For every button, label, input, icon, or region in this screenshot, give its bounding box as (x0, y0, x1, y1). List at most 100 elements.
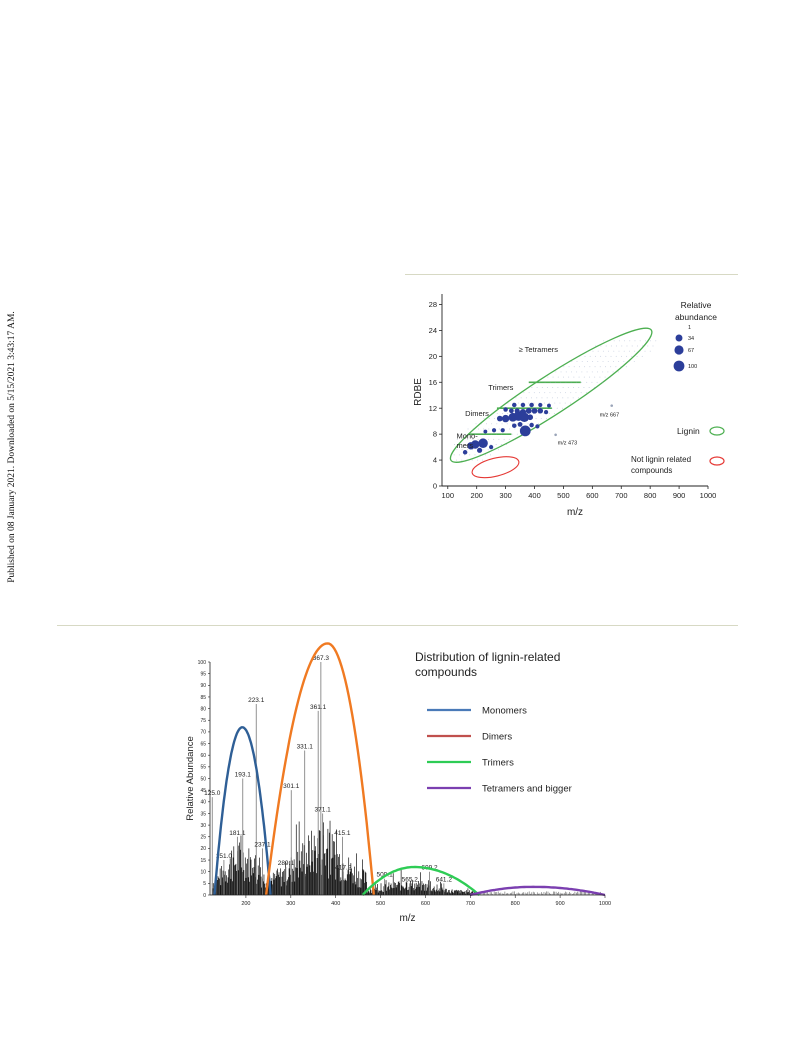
rdbe-point (483, 429, 488, 434)
rdbe-y-tick-label: 24 (429, 326, 437, 335)
rdbe-background-dot (599, 376, 601, 378)
size-legend-marker (675, 334, 683, 342)
spectrum-y-axis-label: Relative Abundance (185, 736, 196, 821)
rdbe-point (514, 408, 520, 414)
rdbe-background-dot (616, 345, 618, 347)
rdbe-point (477, 447, 483, 453)
rdbe-background-dot (615, 355, 617, 357)
rdbe-background-dot (568, 366, 570, 368)
rdbe-background-dot (547, 387, 548, 388)
peak-label: 151.0 (216, 853, 233, 860)
rdbe-background-dot (565, 381, 567, 383)
rdbe-background-dot (525, 397, 527, 399)
rdbe-background-dot (480, 423, 482, 425)
rdbe-point (478, 438, 488, 448)
rdbe-background-dot (511, 423, 513, 425)
rdbe-background-dot (477, 438, 479, 440)
rdbe-y-axis-label: RDBE (413, 378, 424, 406)
rdbe-background-dot (568, 376, 570, 378)
rdbe-point (491, 428, 497, 433)
rdbe-background-dot (605, 345, 607, 347)
rdbe-background-dot (576, 361, 578, 362)
rdbe-background-dot (503, 438, 505, 440)
rdbe-point (531, 407, 538, 414)
region-legend-marker (709, 426, 725, 436)
spectrum-y-tick-label: 0 (203, 893, 206, 899)
spectrum-y-tick-label: 20 (200, 846, 206, 852)
rdbe-background-dot (547, 376, 549, 378)
rdbe-x-tick-label: 300 (499, 491, 512, 500)
spectrum-x-tick-label: 600 (421, 901, 430, 907)
rdbe-background-dot (456, 438, 458, 440)
peak-label: 125.0 (204, 790, 221, 797)
rdbe-background-dot (490, 454, 492, 456)
spectrum-x-tick-label: 1000 (599, 901, 611, 907)
rdbe-background-dot (650, 340, 652, 342)
size-legend-marker (674, 345, 684, 355)
spectrum-y-tick-label: 50 (200, 776, 206, 782)
rdbe-background-dot (639, 340, 641, 342)
rdbe-annotation: Dimers (465, 409, 489, 418)
spectrum-axes: 200 300 400 500 600 700 800 900 1000 0 5 10 15 20 25 30… (198, 660, 611, 907)
spectrum-y-tick-label: 95 (200, 671, 206, 677)
rdbe-background-dot (498, 428, 500, 430)
rdbe-background-dot (491, 423, 493, 425)
rdbe-background-dot (573, 387, 574, 388)
region-legend-label: Lignin (677, 426, 700, 436)
distribution-curve (264, 642, 375, 896)
spectrum-y-tick-label: 40 (200, 800, 206, 806)
rdbe-background-dot (597, 371, 598, 373)
mass-spectrum-chart: 125.0 151.0 181.1 193.1 223.1 237.1 289.1 301.1… (185, 642, 611, 924)
rdbe-background-dot (647, 345, 649, 347)
rdbe-point (535, 424, 540, 429)
rdbe-background-dot (578, 376, 580, 378)
rdbe-background-dot (596, 381, 598, 383)
rdbe-background-dot (549, 392, 551, 394)
rdbe-background-dot (636, 355, 638, 357)
section-divider-top (405, 274, 738, 275)
rdbe-background-dot (629, 340, 631, 342)
rdbe-background-dot (466, 449, 468, 451)
rdbe-background-dot (628, 361, 630, 362)
rdbe-background-dot (565, 371, 567, 373)
rdbe-background-dot (579, 355, 581, 357)
rdbe-background-dot (567, 397, 569, 399)
rdbe-background-dot (458, 454, 460, 456)
rdbe-background-dot (569, 402, 571, 404)
peak-label: 301.1 (283, 783, 300, 790)
rdbe-background-dot (583, 376, 585, 378)
rdbe-background-dot (514, 428, 516, 430)
rdbe-background-dot (546, 407, 548, 409)
rdbe-point (537, 408, 544, 414)
rdbe-background-dot (470, 433, 471, 435)
peak-label: 237.1 (254, 841, 271, 848)
rdbe-background-dot (483, 428, 485, 430)
rdbe-background-dot (577, 397, 579, 399)
peak-label: 415.1 (334, 830, 351, 837)
rdbe-background-dot (531, 397, 532, 399)
rdbe-background-dot (520, 407, 522, 409)
rdbe-background-dot (480, 433, 482, 435)
rdbe-background-dot (595, 345, 597, 347)
size-legend-title-line: Relative (681, 300, 712, 310)
rdbe-point (471, 440, 480, 449)
rdbe-background-dot (507, 402, 509, 404)
rdbe-background-dot (491, 412, 493, 414)
rdbe-background-dot (528, 392, 530, 394)
spectrum-y-tick-label: 85 (200, 695, 206, 701)
rdbe-background-dot (570, 381, 572, 383)
size-legend-title-line: abundance (675, 312, 717, 322)
rdbe-background-dot (506, 444, 507, 445)
rdbe-background-dot (562, 387, 564, 388)
rdbe-background-dot (498, 438, 500, 440)
side-note-text: Published on 08 January 2021. Downloaded… (7, 311, 17, 583)
rdbe-background-dot (626, 355, 628, 357)
spectrum-y-tick-label: 5 (203, 881, 206, 887)
lignin-region-ellipse (449, 327, 653, 463)
rdbe-annotation: m/z 667 (600, 413, 620, 419)
rdbe-background-dot (578, 366, 580, 368)
rdbe-point (517, 422, 523, 427)
rdbe-background-dot (600, 345, 602, 347)
rdbe-background-dot (472, 428, 474, 430)
rdbe-x-tick-label: 1000 (700, 491, 717, 500)
